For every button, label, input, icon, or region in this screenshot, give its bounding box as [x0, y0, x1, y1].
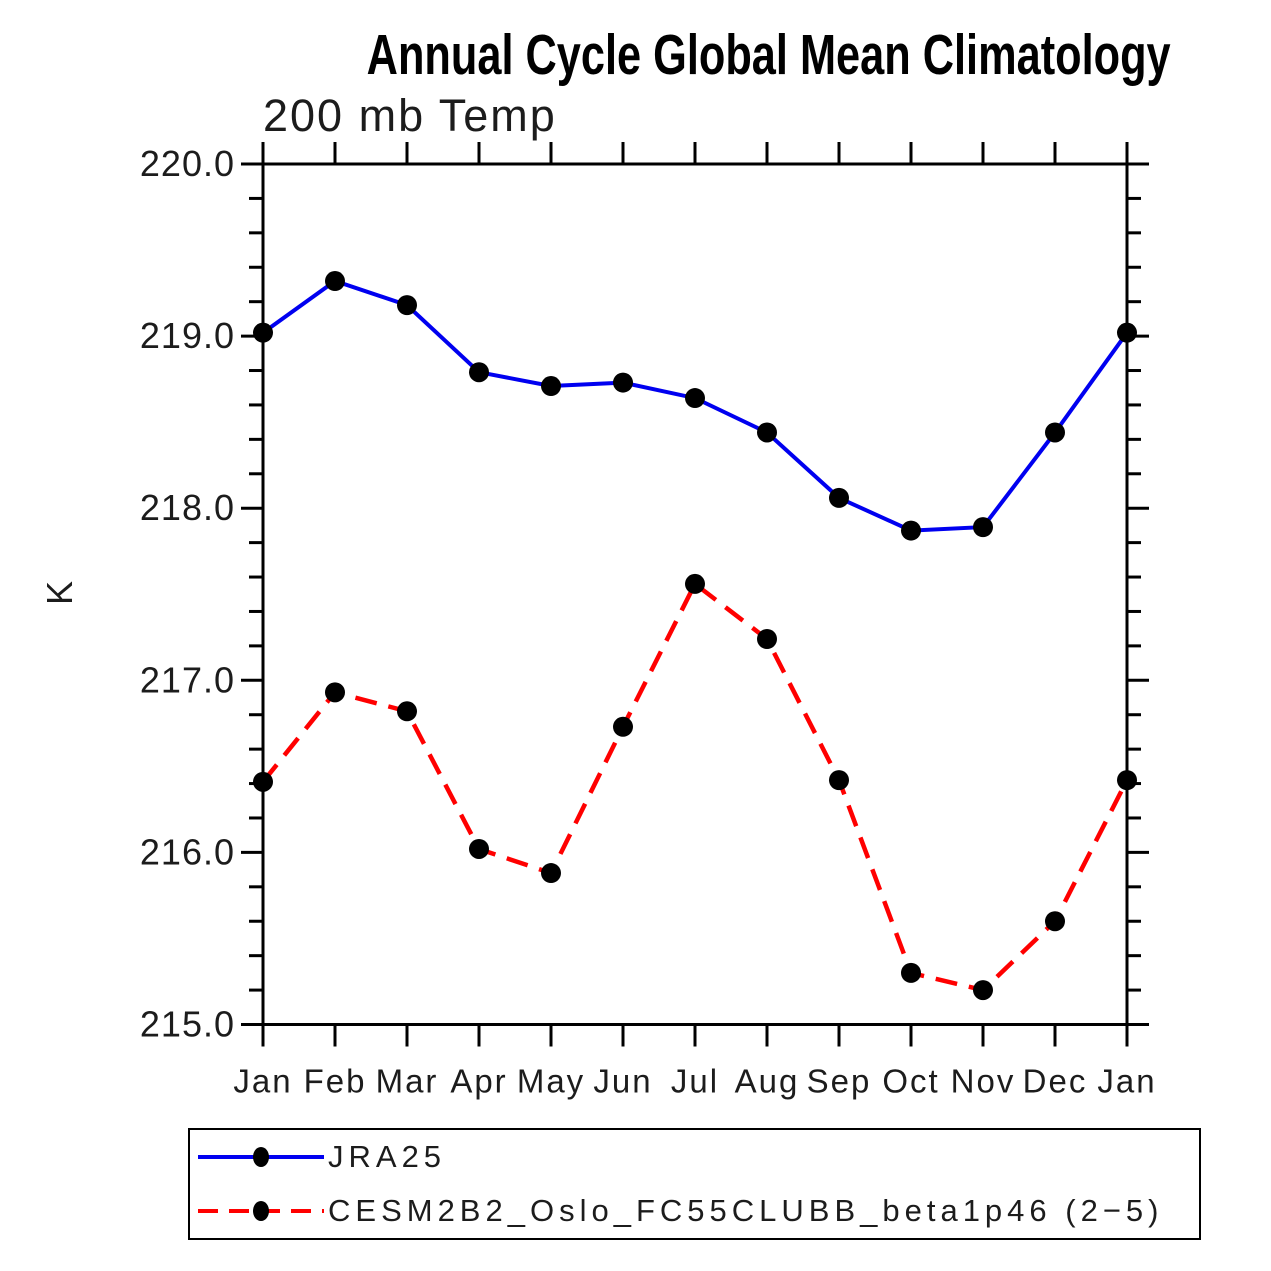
plot-border	[261, 162, 1129, 1026]
data-point-marker-1	[397, 701, 417, 722]
x-tick-label: May	[517, 1063, 585, 1100]
y-tick-label: 215.0	[140, 1004, 235, 1045]
data-point-marker-1	[253, 771, 273, 792]
data-point-marker-0	[469, 362, 489, 383]
x-tick-label: Dec	[1023, 1063, 1088, 1100]
legend-marker-sample	[253, 1201, 269, 1221]
data-point-marker-1	[325, 682, 345, 703]
data-point-marker-1	[469, 838, 489, 859]
data-point-marker-0	[901, 520, 921, 541]
legend-marker-sample	[253, 1147, 269, 1167]
data-point-marker-1	[613, 716, 633, 737]
legend-entry-cesm2b2: CESM2B2_Oslo_FC55CLUBB_beta1p46 (2−5)	[190, 1186, 1199, 1236]
x-tick-label: Jan	[233, 1063, 292, 1100]
data-point-marker-0	[757, 422, 777, 443]
data-point-marker-0	[973, 517, 993, 538]
data-point-marker-0	[325, 271, 345, 292]
y-tick-label: 220.0	[140, 143, 235, 184]
data-point-marker-0	[829, 487, 849, 508]
chart-subtitle: 200 mb Temp	[263, 90, 557, 141]
y-tick-label: 219.0	[140, 315, 235, 356]
x-tick-label: Aug	[735, 1063, 800, 1100]
data-point-marker-0	[397, 295, 417, 316]
data-point-marker-0	[541, 376, 561, 397]
y-tick-label: 218.0	[140, 487, 235, 528]
data-point-marker-1	[1045, 911, 1065, 932]
legend-sample-jra25	[198, 1147, 324, 1167]
x-tick-label: Feb	[304, 1063, 367, 1100]
data-point-marker-0	[685, 388, 705, 409]
y-tick-label: 217.0	[140, 659, 235, 700]
data-point-marker-0	[1045, 422, 1065, 443]
data-point-marker-1	[541, 863, 561, 884]
legend-label-cesm2b2: CESM2B2_Oslo_FC55CLUBB_beta1p46 (2−5)	[328, 1193, 1164, 1228]
x-tick-label: Jul	[671, 1063, 719, 1100]
series-line-1	[261, 580, 1130, 993]
data-point-marker-1	[757, 628, 777, 649]
data-point-marker-1	[973, 980, 993, 1001]
data-point-marker-1	[1117, 770, 1137, 791]
data-point-marker-1	[829, 770, 849, 791]
legend-box: JRA25 CESM2B2_Oslo_FC55CLUBB_beta1p46 (2…	[188, 1128, 1201, 1240]
data-point-marker-0	[613, 372, 633, 393]
x-tick-label: Jan	[1097, 1063, 1156, 1100]
legend-label-jra25: JRA25	[328, 1139, 447, 1174]
data-point-marker-1	[901, 962, 921, 983]
x-tick-label: Mar	[376, 1063, 439, 1100]
legend-entry-jra25: JRA25	[190, 1132, 1199, 1182]
data-point-marker-0	[253, 322, 273, 343]
legend-sample-cesm2b2	[198, 1201, 324, 1221]
x-tick-label: Apr	[450, 1063, 507, 1100]
data-point-marker-1	[685, 573, 705, 594]
x-tick-label: Nov	[951, 1063, 1016, 1100]
data-point-marker-0	[1117, 322, 1137, 343]
y-tick-label: 216.0	[140, 831, 235, 872]
x-tick-label: Sep	[807, 1063, 872, 1100]
x-tick-label: Jun	[593, 1063, 652, 1100]
x-tick-label: Oct	[882, 1063, 939, 1100]
